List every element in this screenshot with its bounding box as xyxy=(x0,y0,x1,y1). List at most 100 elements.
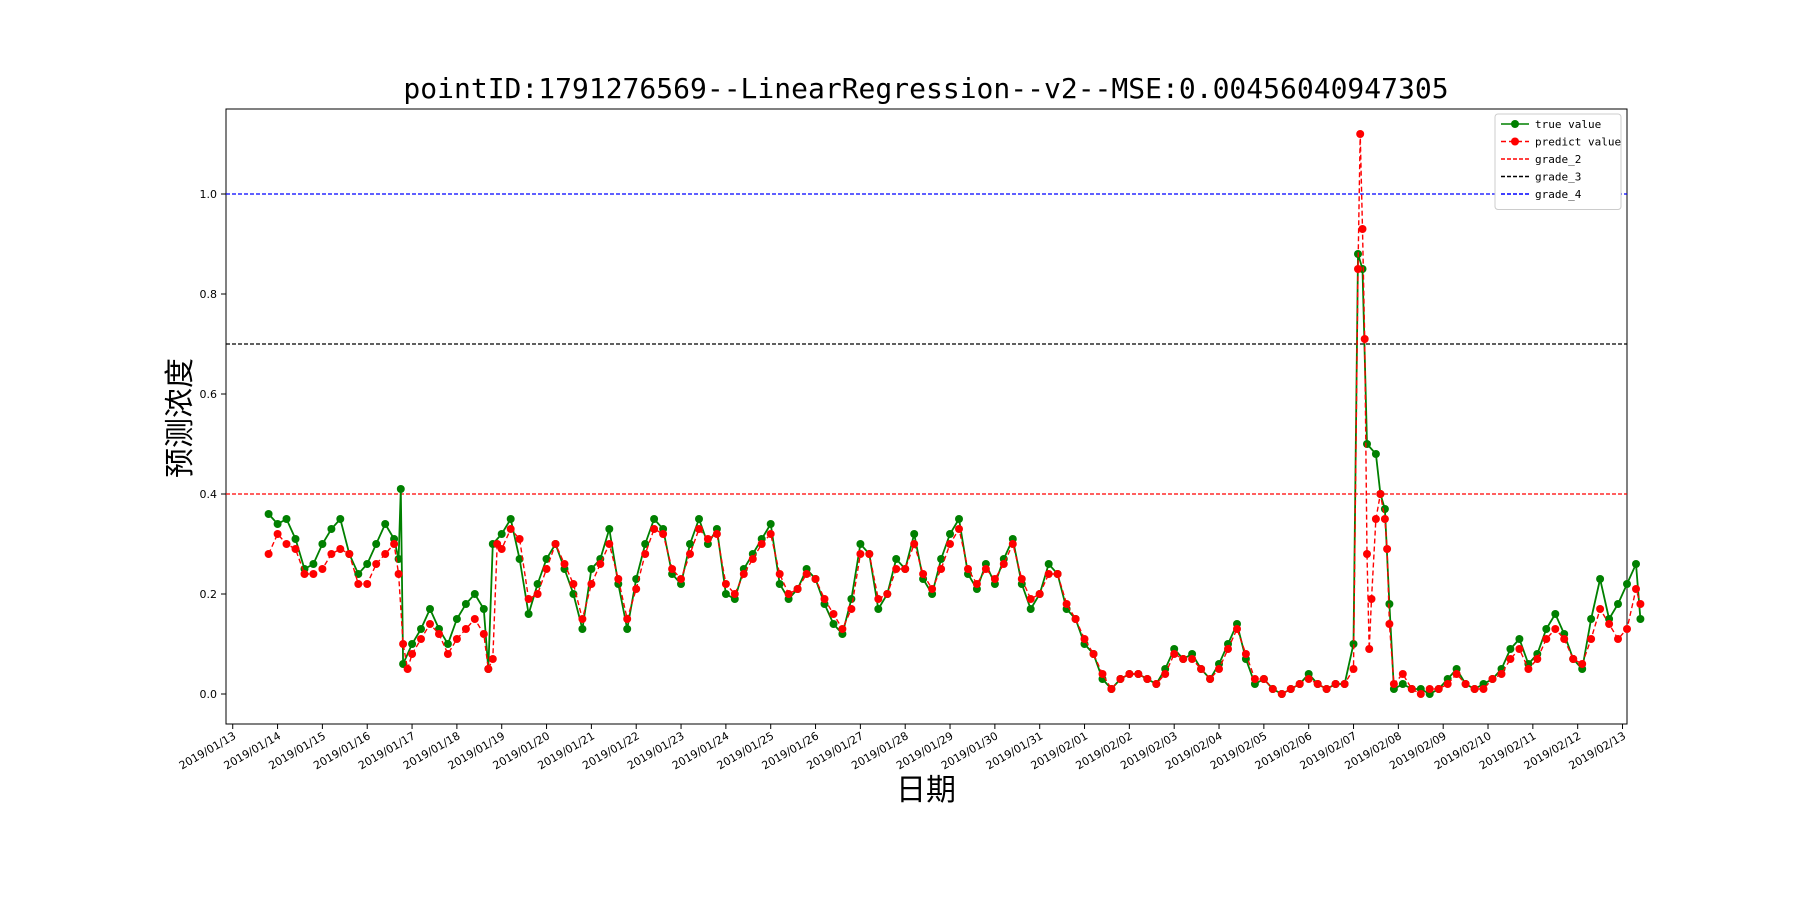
series-point xyxy=(524,610,533,618)
series-point xyxy=(506,515,515,523)
series-point xyxy=(363,580,372,588)
series-point xyxy=(1385,620,1394,628)
series-point xyxy=(650,515,659,523)
series-point xyxy=(1380,515,1389,523)
series-0 xyxy=(264,250,1645,698)
series-point xyxy=(354,580,363,588)
series-point xyxy=(291,535,300,543)
series-point xyxy=(443,640,452,648)
series-point xyxy=(1250,675,1259,683)
legend-marker xyxy=(1511,137,1519,146)
series-point xyxy=(372,560,381,568)
series-1 xyxy=(264,130,1645,698)
series-point xyxy=(1636,615,1645,623)
series-point xyxy=(318,540,327,548)
series-point xyxy=(730,590,739,598)
series-point xyxy=(426,620,434,628)
series-point xyxy=(1614,600,1622,608)
legend-label: grade_3 xyxy=(1535,171,1581,184)
threshold-lines xyxy=(226,193,1627,495)
series-point xyxy=(1470,685,1479,693)
legend-label: true value xyxy=(1535,118,1601,131)
series-point xyxy=(1295,680,1304,688)
series-point xyxy=(623,625,632,633)
series-point xyxy=(282,515,291,523)
series-point xyxy=(766,530,775,538)
y-tick-label: 1.0 xyxy=(200,188,218,201)
legend-marker xyxy=(1511,120,1519,128)
series-point xyxy=(1125,670,1134,678)
series-point xyxy=(605,540,614,548)
series-point xyxy=(1383,545,1392,553)
series-point xyxy=(1524,665,1533,673)
y-tick-label: 0.2 xyxy=(200,588,218,601)
series-point xyxy=(910,530,919,538)
series-point xyxy=(394,570,403,578)
series-point xyxy=(515,535,524,543)
series-point xyxy=(417,635,425,643)
series-point xyxy=(1089,650,1098,658)
series-point xyxy=(1605,620,1614,628)
series-point xyxy=(874,605,883,613)
series-point xyxy=(1277,690,1286,698)
series-point xyxy=(623,615,632,623)
series-point xyxy=(1313,680,1322,688)
series-point xyxy=(847,595,856,603)
series-point xyxy=(291,545,300,553)
series-point xyxy=(946,540,954,548)
series-point xyxy=(403,665,412,673)
series-point xyxy=(309,570,318,578)
series-point xyxy=(1443,680,1452,688)
series-point xyxy=(1143,675,1152,683)
series-point xyxy=(1241,650,1250,658)
series-point xyxy=(300,570,309,578)
series-point xyxy=(1363,550,1371,558)
series-point xyxy=(396,485,405,493)
series-point xyxy=(533,590,542,598)
series-point xyxy=(946,530,954,538)
series-point xyxy=(1365,645,1374,653)
series-point xyxy=(1080,635,1089,643)
series-point xyxy=(721,580,730,588)
series-point xyxy=(452,635,461,643)
series-point xyxy=(972,580,981,588)
series-point xyxy=(1461,680,1470,688)
series-point xyxy=(1035,590,1044,598)
series-point xyxy=(748,555,757,563)
series-point xyxy=(1515,645,1524,653)
series-point xyxy=(569,580,578,588)
series-point xyxy=(1322,685,1331,693)
series-point xyxy=(273,530,282,538)
series-point xyxy=(1349,665,1358,673)
series-point xyxy=(865,550,874,558)
series-point xyxy=(1596,605,1605,613)
series-point xyxy=(443,650,452,658)
series-point xyxy=(1188,655,1197,663)
series-point xyxy=(677,575,685,583)
series-point xyxy=(1376,490,1385,498)
series-point xyxy=(757,540,766,548)
series-point xyxy=(1349,640,1358,648)
series-point xyxy=(1053,570,1062,578)
plot-area-frame xyxy=(225,108,1628,725)
series-point xyxy=(336,515,345,523)
series-point xyxy=(1062,600,1071,608)
series-point xyxy=(775,570,784,578)
series-point xyxy=(417,625,425,633)
series-point xyxy=(1340,680,1349,688)
series-point xyxy=(390,540,399,548)
series-point xyxy=(1623,580,1631,588)
series-point xyxy=(1371,450,1380,458)
series-point xyxy=(650,525,659,533)
series-point xyxy=(964,565,972,573)
series-point xyxy=(506,525,515,533)
series-point xyxy=(1233,625,1241,633)
series-point xyxy=(1632,585,1640,593)
y-tick-label: 0.6 xyxy=(200,388,218,401)
series-point xyxy=(775,580,784,588)
series-point xyxy=(695,525,703,533)
series-point xyxy=(1360,335,1369,343)
series-point xyxy=(739,570,748,578)
series-point xyxy=(766,520,775,528)
series-point xyxy=(838,625,847,633)
